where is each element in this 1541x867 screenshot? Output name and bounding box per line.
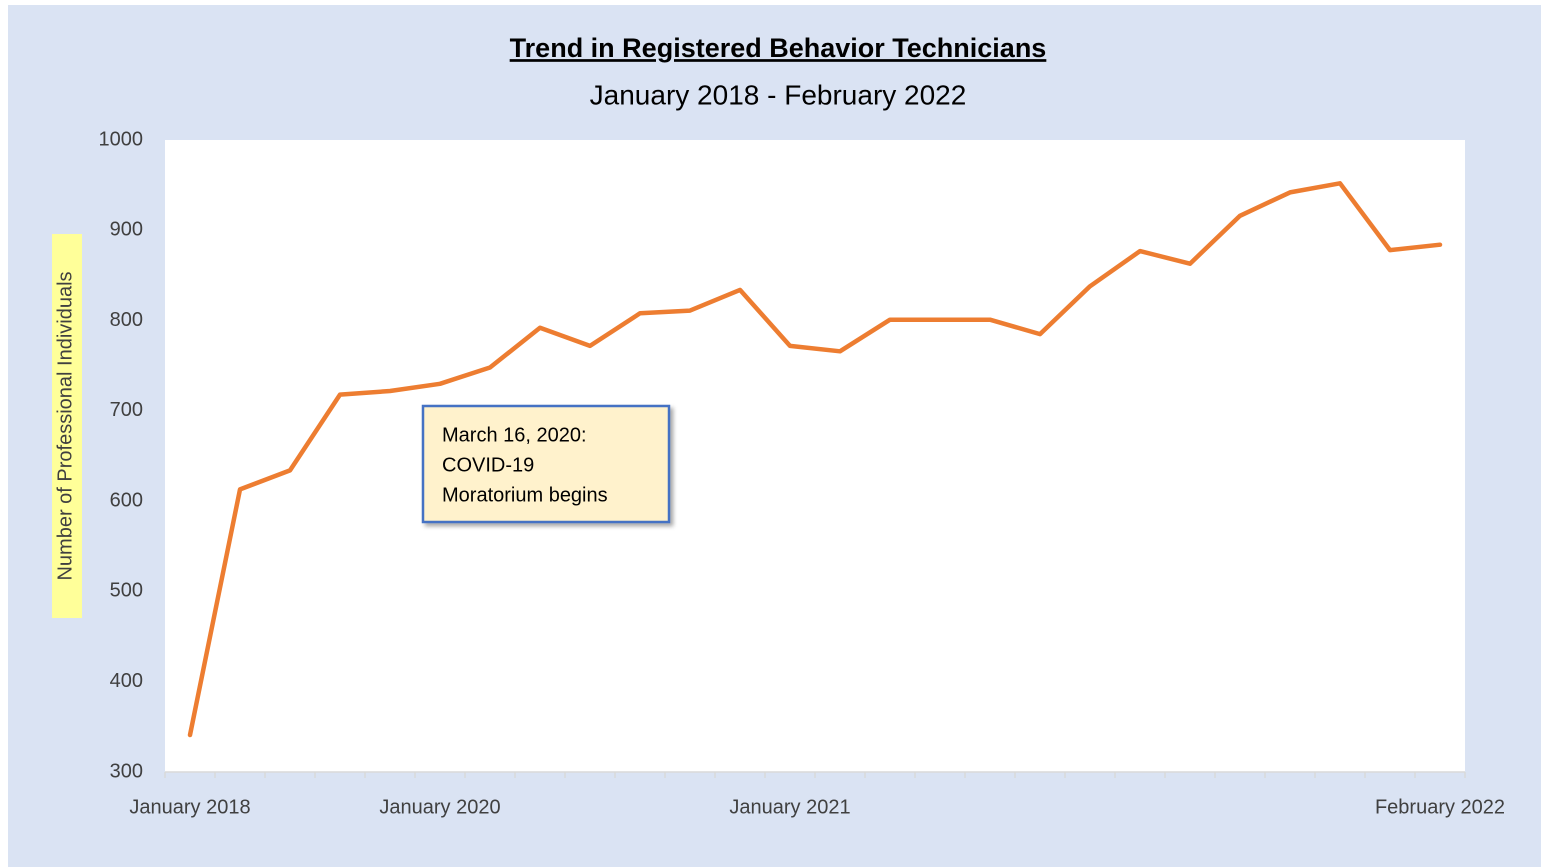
chart-subtitle: January 2018 - February 2022 [590, 79, 967, 110]
y-tick-label: 1000 [99, 128, 144, 150]
y-tick-label: 800 [110, 309, 143, 331]
y-tick-label: 300 [110, 760, 143, 782]
y-tick-label: 600 [110, 489, 143, 511]
chart-title: Trend in Registered Behavior Technicians [510, 33, 1047, 63]
plot-area [165, 140, 1465, 772]
y-axis-label: Number of Professional Individuals [54, 271, 76, 580]
x-tick-label: February 2022 [1375, 796, 1505, 818]
annotation-text: March 16, 2020: [442, 424, 587, 446]
y-tick-label: 400 [110, 670, 143, 692]
y-tick-label: 900 [110, 219, 143, 241]
series-line [187, 181, 1443, 738]
y-tick-label: 700 [110, 399, 143, 421]
x-tick-label: January 2021 [729, 796, 850, 818]
annotation-text: Moratorium begins [442, 484, 608, 506]
annotation-box [421, 404, 671, 524]
x-tick-label: January 2018 [129, 796, 250, 818]
y-tick-label: 500 [110, 580, 143, 602]
x-tick-label: January 2020 [379, 796, 500, 818]
y-label-highlight [52, 234, 82, 618]
annotation-text: COVID-19 [442, 454, 534, 476]
annotation: March 16, 2020: COVID-19 Moratorium begins [421, 404, 671, 524]
